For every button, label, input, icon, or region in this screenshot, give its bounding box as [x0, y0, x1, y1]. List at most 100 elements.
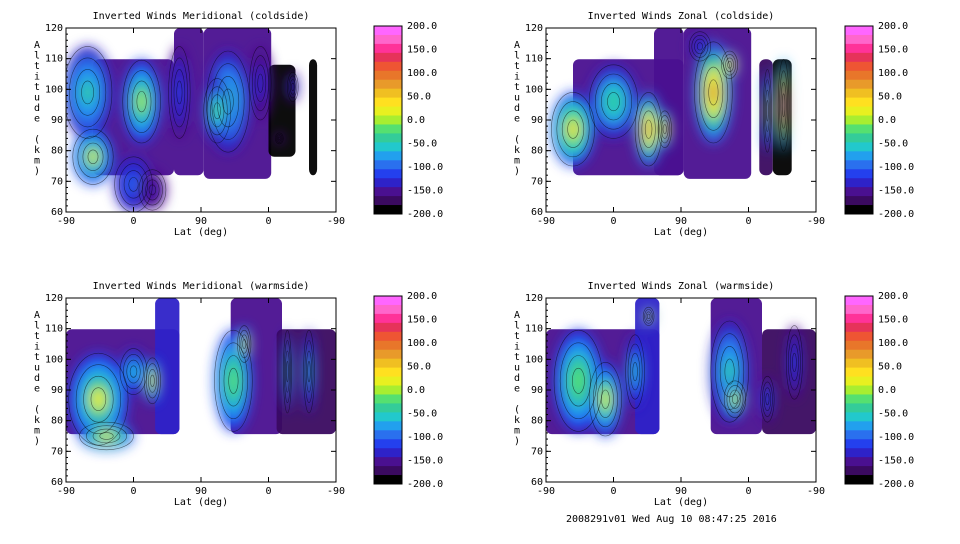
colorbar-segment — [845, 412, 873, 422]
contour-field — [551, 28, 792, 179]
panel-4: Inverted Winds Zonal (warmside) 60 70 80 90 1… — [514, 281, 914, 508]
colorbar-frame — [844, 295, 874, 485]
y-tick-label: 70 — [51, 176, 63, 187]
contour-line — [766, 100, 769, 122]
colorbar-segment — [845, 430, 873, 440]
colorbar-segment — [374, 178, 402, 188]
y-axis-label-char: k — [34, 145, 40, 156]
contour-line — [82, 142, 104, 171]
chart-title: Inverted Winds Meridional (warmside) — [93, 281, 310, 292]
colorbar-segment — [845, 367, 873, 378]
y-axis-label-char: e — [34, 114, 40, 125]
contour-line — [218, 342, 248, 420]
colorbar-segment — [374, 304, 402, 315]
data-blob — [228, 368, 239, 394]
data-blob — [607, 92, 620, 111]
colorbar-label: -50.0 — [407, 409, 437, 420]
data-blob — [257, 74, 264, 93]
data-blob — [150, 375, 155, 387]
colorbar-label: -200.0 — [407, 209, 443, 220]
contour-line — [763, 69, 772, 153]
contour-line — [645, 311, 652, 322]
x-tick-label: 0 — [265, 486, 271, 497]
colorbar-segment — [374, 430, 402, 440]
contour-line — [304, 340, 314, 403]
colorbar-segment — [374, 88, 402, 99]
y-tick-label: 110 — [525, 54, 543, 65]
y-tick-label: 60 — [51, 477, 63, 488]
contour-line — [724, 358, 735, 385]
data-blob — [176, 80, 183, 104]
contour-line — [283, 329, 292, 414]
contour-line — [176, 80, 183, 105]
y-axis-label-char: l — [514, 321, 520, 332]
contour-line — [592, 371, 618, 428]
panel-2: Inverted Winds Zonal (coldside) 60 70 80 90 1… — [514, 11, 914, 238]
colorbar-label: 150.0 — [407, 315, 437, 326]
data-blob — [87, 149, 99, 164]
contour-line — [723, 380, 747, 418]
y-axis-label-char — [34, 124, 40, 135]
contour-line — [289, 79, 296, 95]
colorbar-label: 0.0 — [407, 385, 425, 396]
contour-line — [68, 352, 129, 446]
y-tick-label: 70 — [531, 176, 543, 187]
contour-line — [275, 133, 283, 143]
y-axis-label-char: t — [34, 82, 40, 93]
colorbar-label: -50.0 — [407, 139, 437, 150]
contour-line — [288, 75, 298, 99]
y-axis-label-char: l — [34, 321, 40, 332]
contour-line — [762, 381, 773, 417]
data-blob — [242, 339, 246, 349]
colorbar-segment — [845, 394, 873, 404]
colorbar-segment — [374, 376, 402, 387]
chart-title: Inverted Winds Meridional (coldside) — [93, 11, 310, 22]
colorbar-label: 100.0 — [878, 338, 908, 349]
x-tick-label: -90 — [537, 486, 555, 497]
contour-line — [285, 350, 290, 393]
data-blob — [708, 79, 719, 106]
contour-line — [148, 368, 157, 393]
data-blob — [130, 365, 137, 378]
colorbar-segment — [374, 412, 402, 422]
y-axis-label-char: m — [34, 156, 40, 167]
x-tick-label: 0 — [130, 486, 136, 497]
data-blob — [632, 362, 638, 381]
colorbar-label: 0.0 — [878, 115, 896, 126]
y-tick-label: 120 — [525, 23, 543, 34]
y-tick-label: 80 — [531, 146, 543, 157]
contour-line — [703, 66, 724, 119]
colorbar-segment — [845, 313, 873, 324]
colorbar-label: -150.0 — [407, 456, 443, 467]
data-blob — [149, 184, 156, 195]
colorbar-segment — [845, 448, 873, 458]
y-tick-label: 60 — [531, 477, 543, 488]
data-blob — [765, 393, 770, 405]
contour-line — [646, 313, 651, 320]
contour-line — [173, 69, 186, 116]
y-axis-label-char: e — [514, 384, 520, 395]
colorbar-label: 150.0 — [878, 45, 908, 56]
colorbar-segment — [374, 26, 402, 36]
colorbar-segment — [845, 115, 873, 125]
colorbar-segment — [845, 196, 873, 206]
colorbar-label: 200.0 — [407, 291, 437, 302]
colorbar-segment — [374, 115, 402, 125]
y-axis-label-char: u — [34, 363, 40, 374]
y-tick-label: 90 — [51, 115, 63, 126]
contour-line — [249, 46, 272, 121]
colorbar-segment — [845, 457, 873, 467]
contour-line — [305, 350, 312, 393]
y-axis-label-char: t — [34, 61, 40, 72]
x-tick-label: -90 — [57, 216, 75, 227]
colorbar-segment — [374, 403, 402, 413]
contour-line — [69, 57, 107, 128]
data-blob — [286, 361, 289, 382]
contour-line — [75, 364, 121, 435]
contour-line — [206, 50, 250, 153]
colorbar-label: -100.0 — [878, 162, 914, 173]
y-axis-label-char: m — [34, 426, 40, 437]
y-axis-label-char: A — [34, 310, 40, 321]
y-axis-label-char: e — [514, 114, 520, 125]
